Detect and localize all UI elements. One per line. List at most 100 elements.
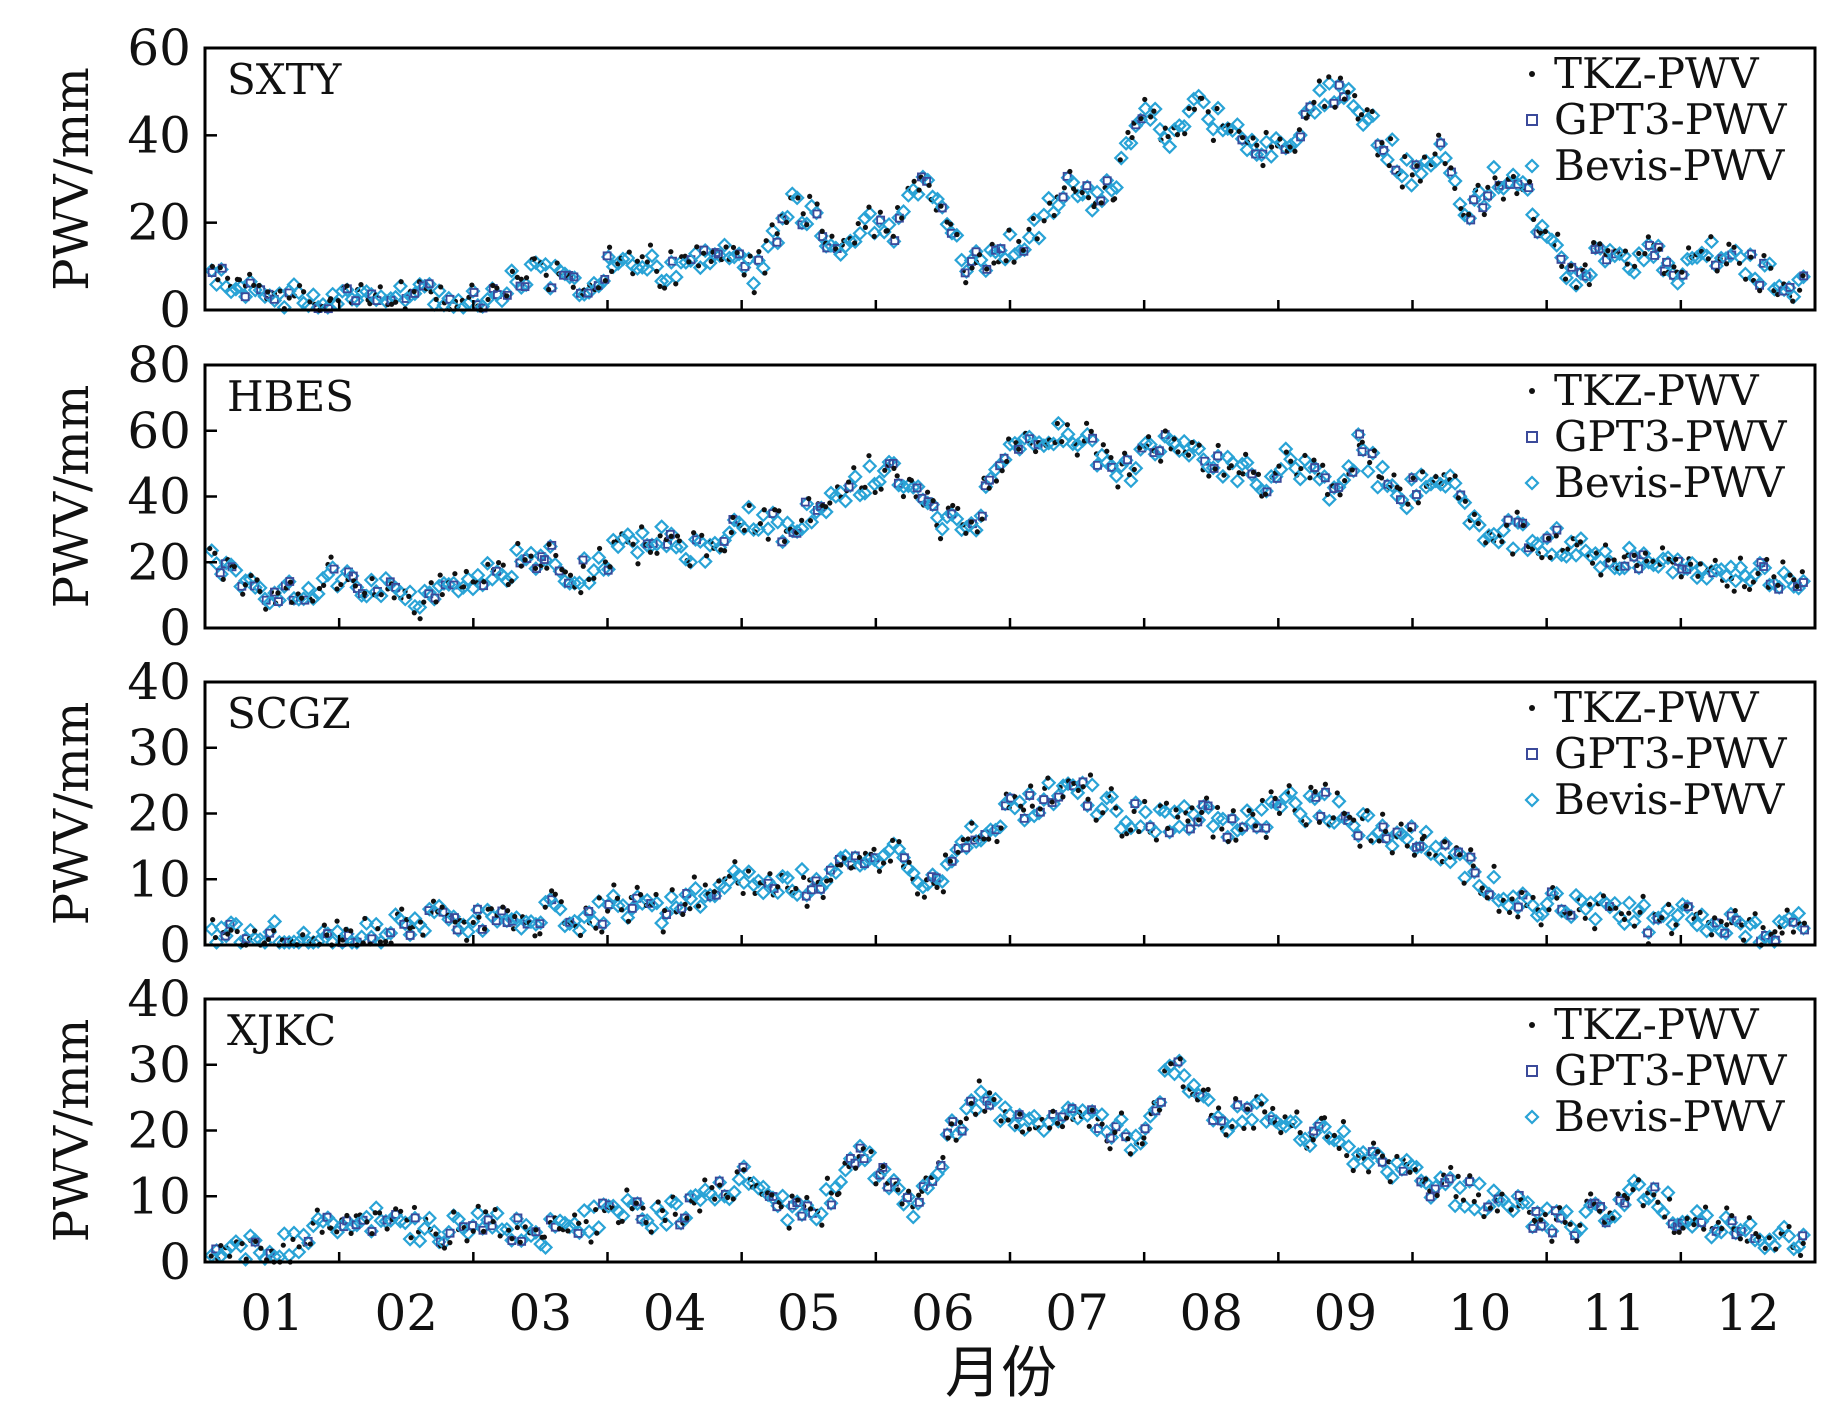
bevis-point <box>1229 473 1245 489</box>
tkz-point <box>1006 227 1012 233</box>
bevis-point <box>315 1213 331 1229</box>
bevis-point <box>934 873 950 889</box>
legend-label: TKZ-PWV <box>1554 1000 1759 1049</box>
tkz-point <box>1320 462 1326 468</box>
bevis-point <box>828 864 844 881</box>
tkz-point <box>647 242 654 248</box>
tkz-point <box>1695 573 1701 579</box>
bevis-point <box>1534 906 1550 922</box>
bevis-point <box>770 514 786 530</box>
bevis-point <box>537 256 554 273</box>
tkz-point <box>916 187 922 193</box>
tkz-point <box>1355 116 1361 122</box>
tkz-point <box>1214 804 1221 811</box>
tkz-point <box>684 1215 690 1221</box>
gpt3-point <box>957 1126 967 1136</box>
bevis-point <box>1505 167 1521 183</box>
tkz-point <box>583 1218 589 1225</box>
bevis-point <box>1312 82 1328 98</box>
gpt3-point <box>970 835 980 845</box>
tkz-point <box>1145 434 1152 440</box>
bevis-point <box>1195 94 1212 110</box>
tkz-point <box>955 849 961 855</box>
gpt3-point <box>1093 460 1102 470</box>
bevis-point <box>1108 468 1124 484</box>
tkz-point <box>1196 817 1202 823</box>
tkz-point <box>338 581 344 588</box>
tkz-point <box>979 516 985 522</box>
tkz-point <box>1174 131 1181 138</box>
tkz-point <box>1358 112 1365 118</box>
gpt3-point <box>1227 814 1237 824</box>
tkz-point <box>1200 1087 1207 1093</box>
tkz-point <box>769 1192 775 1198</box>
bevis-point <box>542 280 558 296</box>
tkz-point <box>882 467 888 473</box>
tkz-point <box>1345 89 1351 95</box>
tkz-point <box>532 933 538 939</box>
legend-bevis-marker <box>1524 1109 1540 1125</box>
tkz-point <box>1790 298 1796 304</box>
x-tick-label: 11 <box>1582 1284 1646 1342</box>
tkz-point <box>1089 1107 1095 1113</box>
tkz-point <box>1666 1196 1673 1202</box>
tkz-point <box>778 1204 784 1210</box>
bevis-point <box>1689 1203 1705 1220</box>
tkz-point <box>234 928 240 935</box>
tkz-point <box>254 577 260 583</box>
tkz-point <box>1483 540 1489 546</box>
bevis-point <box>581 1224 597 1240</box>
gpt3-point <box>1334 80 1344 90</box>
tkz-point <box>704 553 710 559</box>
tkz-point <box>1142 96 1148 103</box>
tkz-point <box>1642 550 1649 556</box>
bevis-point <box>1283 137 1299 154</box>
bevis-point <box>770 884 786 901</box>
tkz-point <box>1791 577 1797 583</box>
bevis-point <box>1224 455 1241 471</box>
tkz-point <box>1270 1105 1276 1112</box>
bevis-point <box>223 284 239 300</box>
bevis-point <box>276 299 292 315</box>
y-tick-label: 20 <box>127 785 191 843</box>
tkz-point <box>619 1218 625 1224</box>
gpt3-point <box>211 1244 221 1254</box>
bevis-point <box>862 1145 878 1161</box>
bevis-point <box>1181 447 1197 463</box>
tkz-point <box>756 249 762 255</box>
tkz-point <box>1263 834 1269 840</box>
bevis-point <box>1713 1224 1729 1240</box>
tkz-point <box>1433 474 1439 480</box>
bevis-point <box>1070 437 1086 453</box>
tkz-point <box>398 1208 404 1214</box>
tkz-point <box>348 928 354 934</box>
tkz-point <box>1321 1115 1328 1121</box>
gpt3-point <box>1130 799 1140 809</box>
bevis-point <box>683 554 699 570</box>
bevis-point <box>581 575 597 591</box>
tkz-point <box>1800 1240 1806 1246</box>
tkz-point <box>841 855 847 861</box>
tkz-point <box>1019 1129 1026 1135</box>
bevis-point <box>692 533 708 549</box>
tkz-point <box>1771 574 1777 580</box>
bevis-point <box>571 575 587 591</box>
tkz-point <box>1605 248 1611 254</box>
tkz-point <box>307 299 313 305</box>
bevis-point <box>305 591 321 607</box>
tkz-point <box>541 1234 548 1240</box>
tkz-point <box>1592 926 1598 932</box>
gpt3-point <box>816 884 825 894</box>
tkz-point <box>1732 907 1738 914</box>
tkz-point <box>441 1245 448 1251</box>
bevis-point <box>837 238 854 254</box>
gpt3-point <box>1650 251 1660 260</box>
tkz-point <box>695 263 702 269</box>
tkz-point <box>1582 915 1588 921</box>
tkz-point <box>1337 492 1343 498</box>
tkz-point <box>866 453 872 459</box>
tkz-point <box>1364 808 1370 814</box>
bevis-point <box>1345 817 1362 834</box>
bevis-point <box>208 934 225 950</box>
